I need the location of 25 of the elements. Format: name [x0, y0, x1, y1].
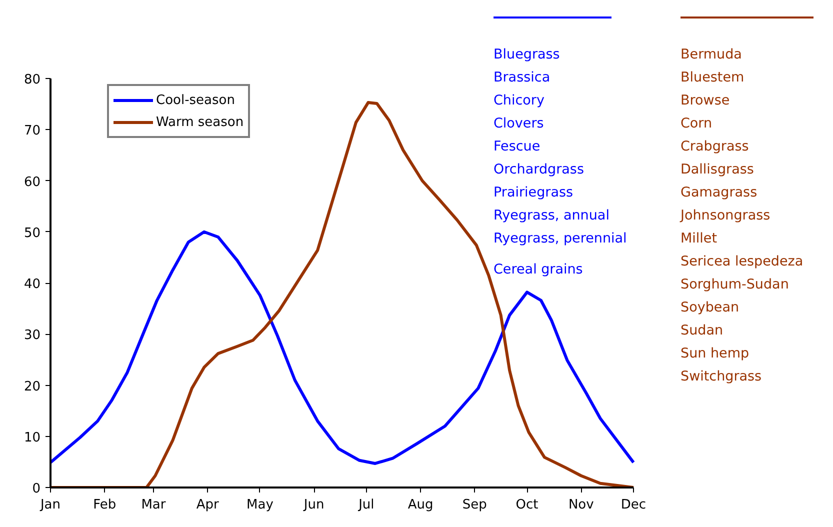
x-tick-label: Mar: [141, 498, 166, 512]
y-tick-label: 70: [24, 124, 41, 139]
y-tick-label: 50: [24, 226, 41, 241]
x-tick-label: Jan: [39, 498, 61, 512]
x-tick-label: Jun: [302, 498, 324, 512]
y-tick-label: 60: [24, 174, 41, 190]
text: Bluegrass Brassica Chicory Clovers Fescue Orchardgrass Prairiegrass Ryegrass, annual Ryegrass, perennial Cereal grains: [494, 46, 627, 278]
x-tick-label: May: [246, 498, 274, 512]
legend-label: Warm season: [156, 114, 244, 130]
x-tick-label: Oct: [516, 498, 538, 512]
x-tick-label: Sep: [462, 498, 487, 512]
y-tick-label: 30: [24, 328, 41, 344]
x-tick-label: Jul: [358, 498, 374, 512]
y-tick-label: 0: [32, 482, 41, 496]
legend-label: Cool-season: [156, 92, 235, 108]
text: Bermuda Bluestem Browse Corn Crabgrass Dallisgrass Gamagrass Johnsongrass Millet Sericea lespedeza Sorghum-Sudan Soybean Sudan Sun hemp Switchgrass: [680, 46, 804, 384]
y-tick-label: 40: [24, 277, 41, 292]
y-tick-label: 20: [24, 379, 41, 394]
x-tick-label: Apr: [196, 498, 220, 512]
y-tick-label: 80: [24, 72, 41, 88]
y-tick-label: 10: [24, 430, 41, 446]
x-tick-label: Aug: [408, 498, 434, 512]
x-tick-label: Dec: [620, 498, 646, 512]
x-tick-label: Feb: [93, 498, 116, 512]
x-tick-label: Nov: [568, 498, 594, 512]
